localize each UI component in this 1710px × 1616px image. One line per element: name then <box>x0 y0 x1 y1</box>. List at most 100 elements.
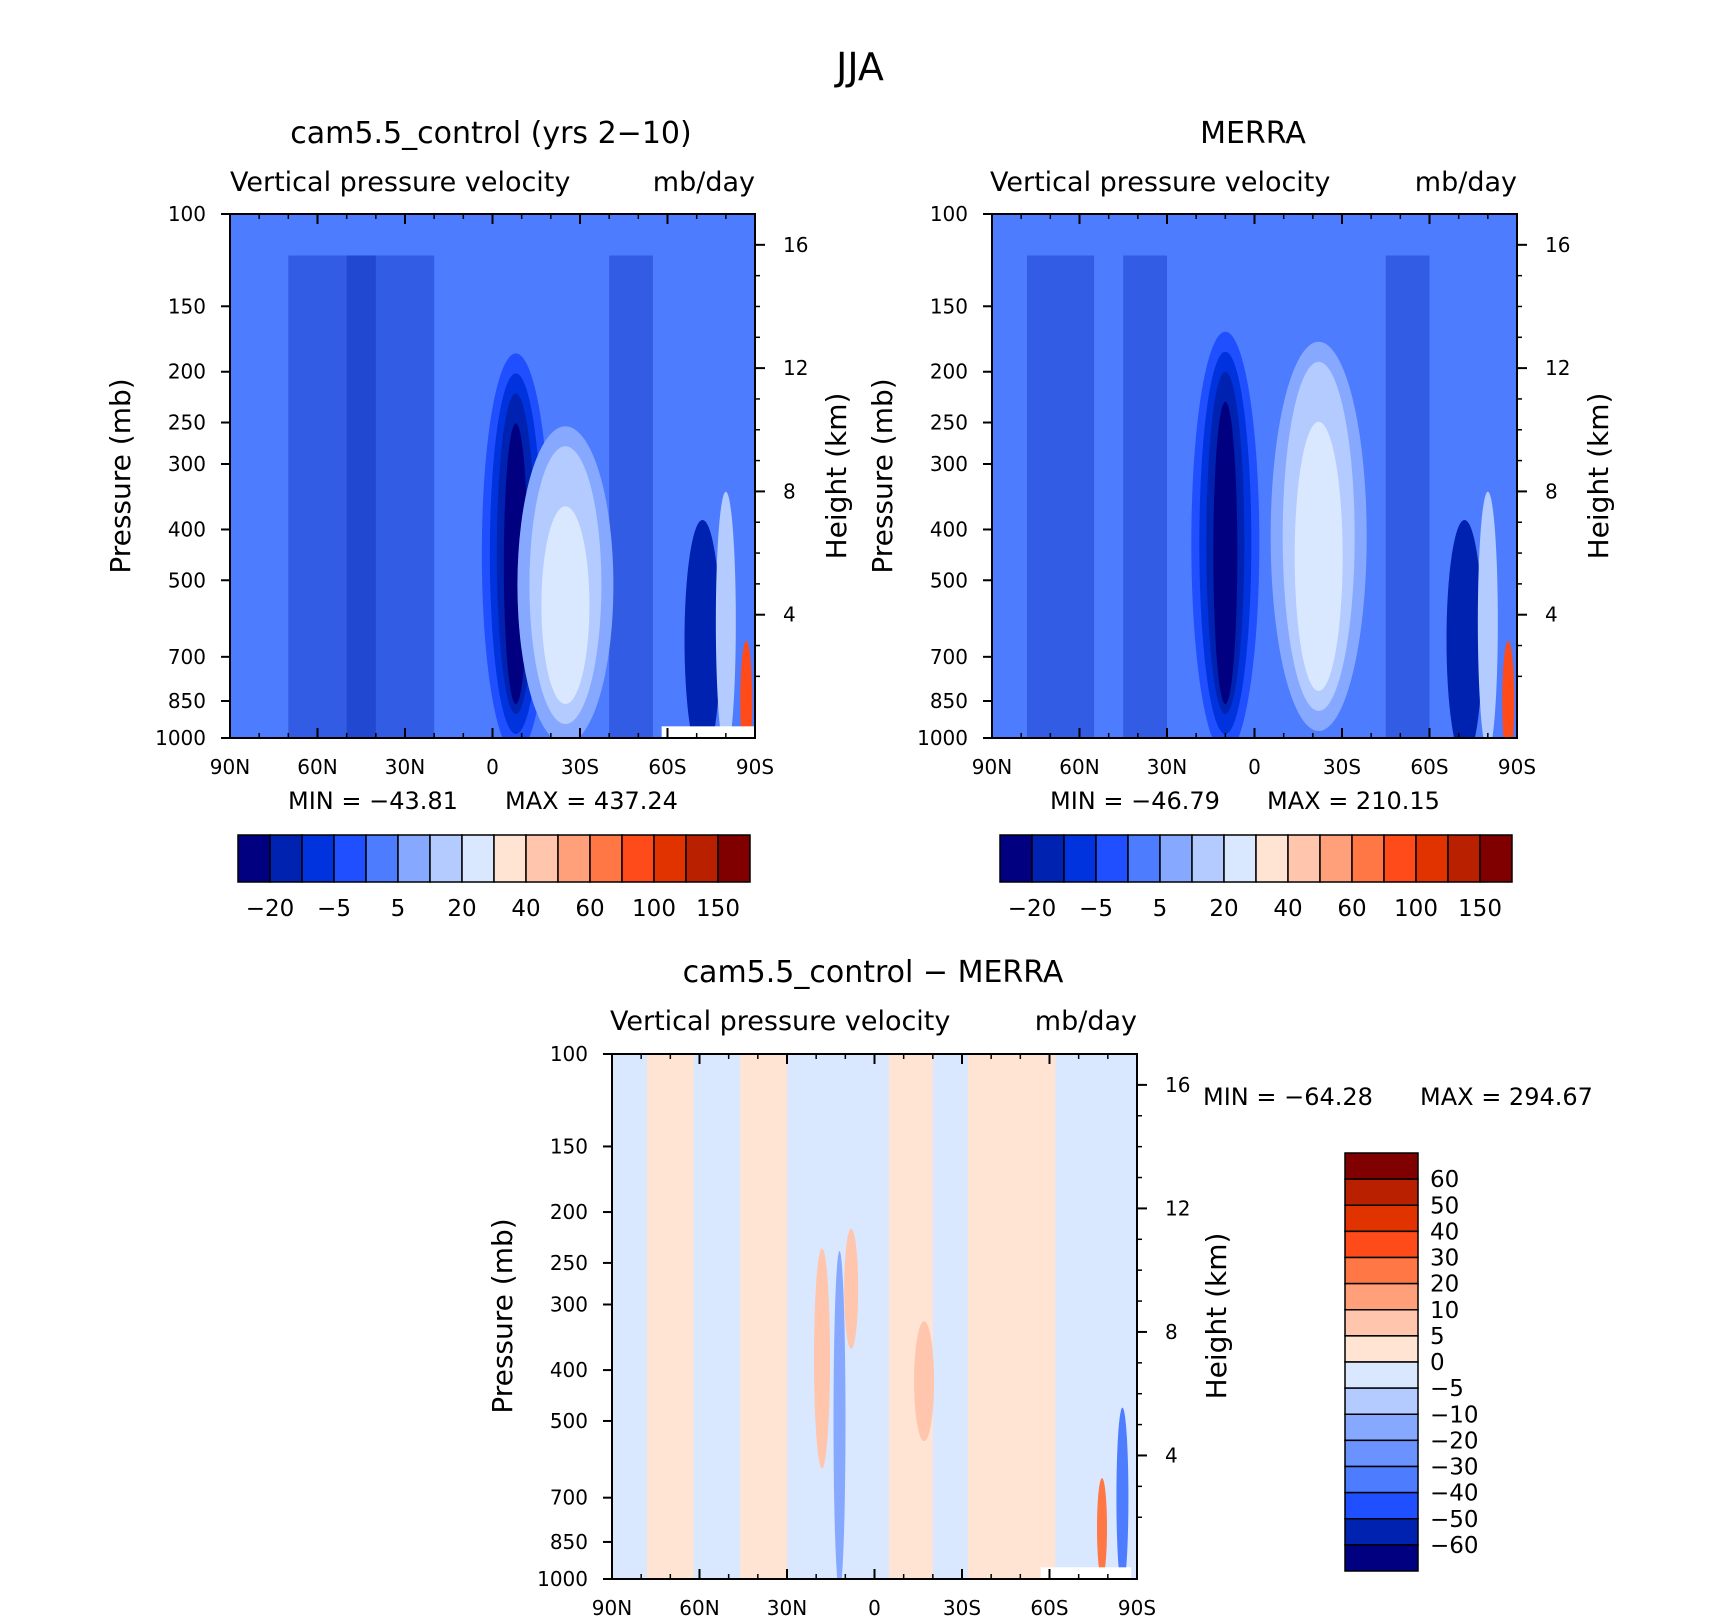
y-right-tick-label: 8 <box>1545 479 1558 503</box>
colorbar-box <box>1287 834 1321 883</box>
colorbar-box <box>1255 834 1289 883</box>
y-right-tick-label: 4 <box>1545 603 1558 627</box>
y-tick-label: 850 <box>168 689 206 713</box>
y-tick-label: 200 <box>930 360 968 384</box>
colorbar-label: −40 <box>1430 1481 1479 1507</box>
polar-negative <box>1116 1407 1129 1579</box>
x-tick-label: 30S <box>1323 755 1361 779</box>
colorbar-box <box>333 834 367 883</box>
colorbar-box <box>237 834 271 883</box>
polar-positive-streak <box>740 641 753 738</box>
y-tick-label: 150 <box>168 294 206 318</box>
colorbar-box <box>1344 1491 1419 1520</box>
colorbar-box <box>1344 1282 1419 1311</box>
y-tick-label: 250 <box>930 411 968 435</box>
colorbar-box <box>1415 834 1449 883</box>
x-tick-label: 60S <box>1410 755 1448 779</box>
field-layer <box>230 214 755 738</box>
y-tick-label: 400 <box>168 517 206 541</box>
y-right-tick-label: 4 <box>783 603 796 627</box>
colorbar-box <box>589 834 623 883</box>
colorbar-label: 40 <box>1273 896 1302 922</box>
y-tick-label: 200 <box>550 1200 588 1224</box>
colorbar-box <box>1344 1413 1419 1442</box>
y-tick-label: 150 <box>930 294 968 318</box>
polar-ascent <box>1446 520 1483 738</box>
colorbar-label: 30 <box>1430 1246 1459 1272</box>
y-tick-label: 150 <box>550 1134 588 1158</box>
y-tick-label: 250 <box>550 1251 588 1275</box>
x-tick-label: 30S <box>943 1596 981 1616</box>
y-tick-label: 400 <box>930 517 968 541</box>
colorbar-box <box>1344 1204 1419 1233</box>
x-tick-label: 60N <box>297 755 337 779</box>
y-right-tick-label: 16 <box>1165 1073 1190 1097</box>
x-tick-label: 60S <box>1030 1596 1068 1616</box>
x-tick-label: 90N <box>972 755 1012 779</box>
x-tick-label: 30N <box>385 755 425 779</box>
colorbar-label: 150 <box>1458 896 1502 922</box>
colorbar-box <box>1479 834 1513 883</box>
x-tick-label: 90N <box>210 755 250 779</box>
colorbar-box <box>1344 1544 1419 1572</box>
colorbar-label: 20 <box>1209 896 1238 922</box>
negative-streak <box>833 1251 846 1579</box>
band-midlat-south <box>609 255 653 738</box>
positive-cell-equator <box>844 1228 859 1349</box>
colorbar-box <box>1344 1256 1419 1285</box>
panel-obs-max: MAX = 210.15 <box>1267 787 1440 815</box>
polar-positive-streak <box>1502 641 1515 738</box>
y-tick-label: 300 <box>168 452 206 476</box>
panel-model-field <box>230 214 755 738</box>
y-tick-label: 100 <box>550 1042 588 1066</box>
polar-descent-streak <box>1477 491 1498 738</box>
panel-obs-min: MIN = −46.79 <box>1050 787 1220 815</box>
panel-diff-max: MAX = 294.67 <box>1420 1083 1593 1111</box>
colorbar-box <box>999 834 1033 883</box>
panel-diff-subtitle-right: mb/day <box>1035 1006 1137 1037</box>
positive-cell-south <box>914 1321 935 1442</box>
colorbar-label: 5 <box>391 896 406 922</box>
colorbar-box <box>1319 834 1353 883</box>
colorbar-box <box>461 834 495 883</box>
colorbar-label: −30 <box>1430 1455 1479 1481</box>
y-tick-label: 100 <box>168 202 206 226</box>
y-tick-label: 1000 <box>537 1567 588 1591</box>
colorbar-box <box>1127 834 1161 883</box>
colorbar-label: 20 <box>447 896 476 922</box>
colorbar-box <box>365 834 399 883</box>
y-tick-label: 1000 <box>155 726 206 750</box>
positive-band-0 <box>647 1054 694 1579</box>
colorbar-box <box>429 834 463 883</box>
panel-diff-title: cam5.5_control − MERRA <box>683 955 1064 990</box>
y-tick-label: 700 <box>930 645 968 669</box>
x-tick-label: 60S <box>648 755 686 779</box>
y-tick-label: 500 <box>168 568 206 592</box>
x-tick-label: 90S <box>1118 1596 1156 1616</box>
colorbar-box <box>525 834 559 883</box>
panel-model-ylabel-right: Height (km) <box>820 393 853 560</box>
colorbar-label: 5 <box>1153 896 1168 922</box>
y-tick-label: 400 <box>550 1358 588 1382</box>
polar-descent-streak <box>715 491 736 738</box>
panel-obs: MERRA Vertical pressure velocity mb/day … <box>866 116 1615 922</box>
polar-ascent <box>684 520 721 738</box>
figure-title: JJA <box>834 45 884 89</box>
band-subtropics-north <box>346 255 435 738</box>
x-tick-label: 60N <box>1059 755 1099 779</box>
panel-obs-subtitle-right: mb/day <box>1415 167 1517 198</box>
band-midlat-north <box>1027 255 1095 738</box>
panel-obs-ylabel-right: Height (km) <box>1582 393 1615 560</box>
descent-inner-1 <box>1294 421 1343 692</box>
colorbar-label: −20 <box>1430 1428 1479 1454</box>
x-tick-label: 0 <box>868 1596 881 1616</box>
y-right-tick-label: 12 <box>1545 356 1570 380</box>
panel-diff-ylabel: Pressure (mb) <box>486 1218 519 1413</box>
y-tick-label: 100 <box>930 202 968 226</box>
panel-obs-subtitle-left: Vertical pressure velocity <box>990 167 1330 198</box>
colorbar-label: −5 <box>317 896 351 922</box>
colorbar-box <box>1344 1335 1419 1363</box>
colorbar-box <box>269 834 303 883</box>
colorbar-box <box>1031 834 1065 883</box>
colorbar-box <box>397 834 431 883</box>
